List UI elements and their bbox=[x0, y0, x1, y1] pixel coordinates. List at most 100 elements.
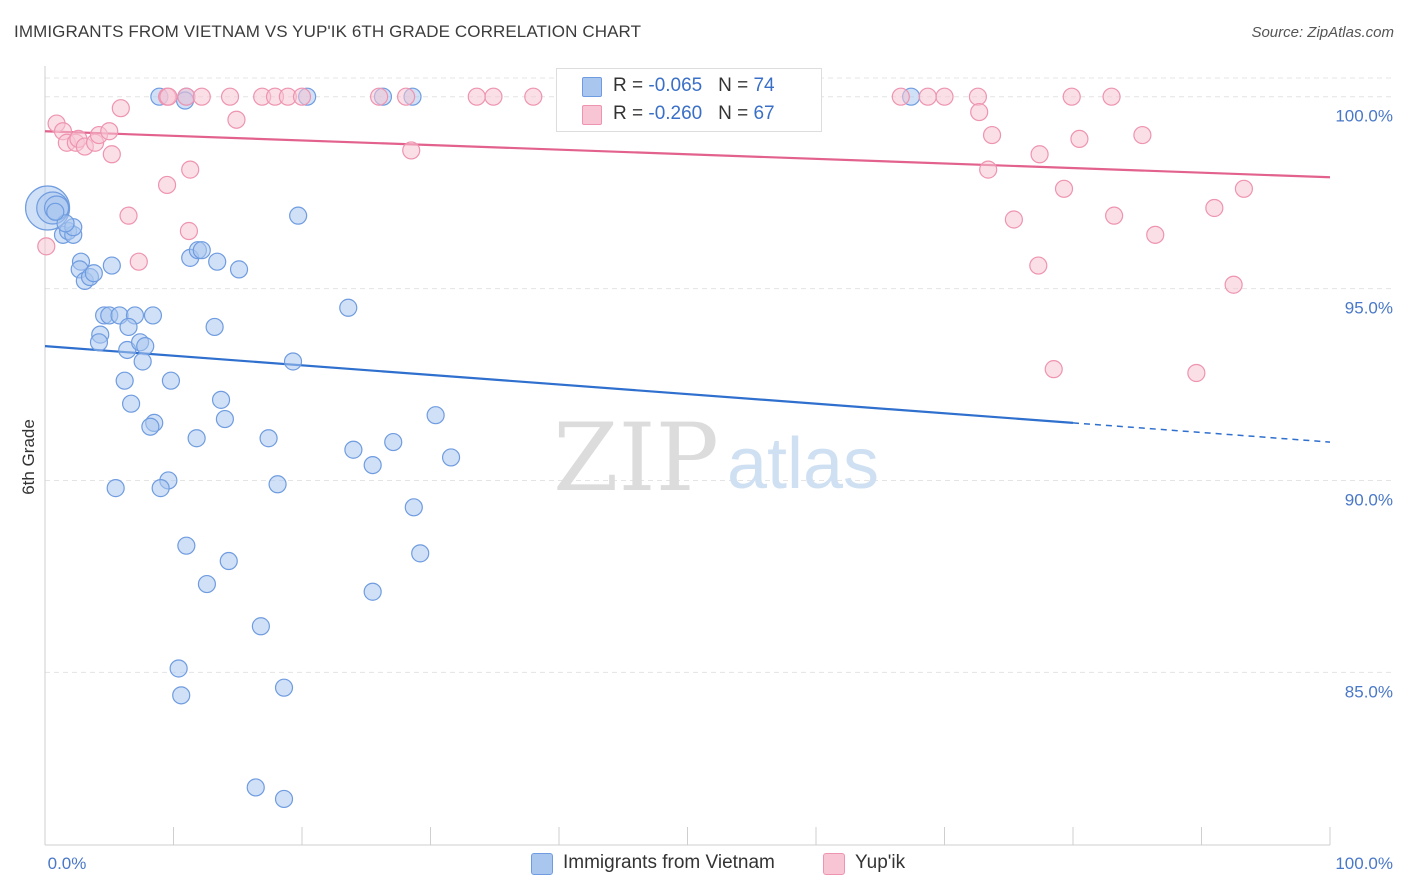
point-yupik bbox=[227, 110, 246, 129]
point-vietnam bbox=[169, 659, 188, 678]
legend-swatch-yupik bbox=[823, 853, 845, 875]
point-vietnam bbox=[289, 206, 308, 225]
point-yupik bbox=[1030, 145, 1049, 164]
point-vietnam bbox=[363, 582, 382, 601]
y-tick-labels: 85.0% 90.0% 95.0% 100.0% bbox=[1335, 107, 1393, 702]
point-yupik bbox=[970, 102, 989, 122]
y-tick-label: 85.0% bbox=[1345, 682, 1393, 701]
point-vietnam bbox=[339, 298, 358, 317]
point-yupik bbox=[1029, 256, 1048, 275]
point-vietnam bbox=[363, 455, 382, 475]
point-vietnam bbox=[251, 617, 270, 636]
point-vietnam bbox=[192, 241, 211, 260]
point-yupik bbox=[1062, 87, 1081, 106]
point-vietnam bbox=[119, 317, 138, 337]
point-vietnam bbox=[177, 536, 196, 555]
point-yupik bbox=[119, 206, 138, 225]
y-tick-label: 100.0% bbox=[1335, 107, 1393, 126]
x-tick-labels: 0.0% 100.0% bbox=[48, 854, 1393, 873]
legend-item-vietnam[interactable]: Immigrants from Vietnam bbox=[531, 850, 801, 876]
stats-swatch-yupik bbox=[582, 105, 602, 125]
point-yupik bbox=[1004, 210, 1023, 229]
point-yupik bbox=[129, 252, 148, 271]
point-vietnam bbox=[219, 551, 238, 571]
point-yupik bbox=[177, 87, 196, 106]
point-vietnam bbox=[441, 448, 461, 467]
point-yupik bbox=[1070, 129, 1089, 149]
point-vietnam bbox=[259, 429, 278, 448]
point-vietnam bbox=[141, 417, 160, 436]
watermark: ZIP atlas bbox=[553, 404, 879, 513]
point-yupik bbox=[1234, 179, 1254, 198]
legend-item-yupik[interactable]: Yup'ik bbox=[823, 850, 923, 876]
point-yupik bbox=[1105, 206, 1124, 225]
point-vietnam bbox=[268, 475, 287, 494]
point-vietnam bbox=[344, 440, 363, 459]
point-yupik bbox=[1187, 363, 1206, 383]
point-vietnam bbox=[133, 352, 152, 371]
legend-label-vietnam: Immigrants from Vietnam bbox=[563, 852, 775, 873]
point-vietnam bbox=[215, 409, 234, 429]
point-yupik bbox=[968, 87, 988, 106]
point-yupik bbox=[37, 237, 56, 256]
point-yupik bbox=[1205, 198, 1224, 218]
point-vietnam bbox=[208, 252, 227, 271]
point-vietnam bbox=[143, 306, 163, 325]
data-points bbox=[24, 87, 1254, 809]
point-yupik bbox=[179, 221, 199, 241]
chart-title: IMMIGRANTS FROM VIETNAM VS YUP'IK 6TH GR… bbox=[14, 22, 642, 41]
point-vietnam bbox=[229, 260, 249, 279]
point-vietnam bbox=[161, 371, 181, 390]
point-yupik bbox=[396, 87, 416, 106]
point-vietnam bbox=[84, 264, 103, 283]
y-tick-label: 95.0% bbox=[1345, 299, 1393, 318]
x-tick-label: 0.0% bbox=[48, 854, 87, 873]
x-tick-label: 100.0% bbox=[1335, 854, 1393, 873]
stats-box: R = -0.065 N = 74 R = -0.260 N = 67 bbox=[556, 68, 822, 132]
point-yupik bbox=[935, 87, 954, 106]
point-yupik bbox=[192, 87, 211, 106]
point-vietnam bbox=[136, 337, 155, 356]
point-yupik bbox=[1044, 360, 1063, 379]
point-vietnam bbox=[426, 406, 445, 425]
point-vietnam bbox=[211, 390, 231, 409]
trend-line-yupik bbox=[44, 130, 1331, 179]
point-yupik bbox=[1054, 179, 1074, 198]
watermark-zip: ZIP bbox=[553, 404, 719, 513]
source-label: Source: ZipAtlas.com bbox=[1251, 24, 1394, 41]
point-yupik bbox=[102, 145, 121, 164]
point-vietnam bbox=[106, 479, 125, 498]
legend-label-yupik: Yup'ik bbox=[855, 852, 906, 873]
point-yupik bbox=[467, 87, 486, 106]
n-label: N = bbox=[718, 103, 754, 124]
y-axis-label: 6th Grade bbox=[19, 419, 38, 495]
point-vietnam bbox=[89, 333, 109, 352]
point-yupik bbox=[111, 99, 130, 118]
point-yupik bbox=[1146, 225, 1165, 244]
stats-row-vietnam: R = -0.065 N = 74 bbox=[557, 72, 821, 100]
point-yupik bbox=[484, 87, 503, 106]
point-yupik bbox=[982, 125, 1002, 145]
point-vietnam bbox=[56, 214, 75, 233]
point-vietnam bbox=[115, 371, 134, 390]
stats-swatch-vietnam bbox=[582, 77, 602, 97]
point-vietnam bbox=[411, 544, 430, 563]
point-yupik bbox=[157, 175, 177, 195]
point-vietnam bbox=[172, 686, 191, 705]
point-yupik bbox=[100, 122, 119, 141]
point-vietnam bbox=[46, 202, 65, 221]
trend-line-vietnam bbox=[44, 345, 1074, 424]
legend-swatch-vietnam bbox=[531, 853, 553, 875]
y-tick-label: 90.0% bbox=[1345, 490, 1393, 509]
r-value: -0.260 bbox=[648, 103, 703, 124]
r-value: -0.065 bbox=[648, 75, 703, 96]
point-vietnam bbox=[102, 256, 121, 275]
r-label: R = bbox=[613, 75, 649, 96]
point-yupik bbox=[370, 87, 389, 106]
point-vietnam bbox=[404, 498, 423, 517]
point-yupik bbox=[159, 87, 178, 106]
point-vietnam bbox=[151, 479, 170, 498]
point-vietnam bbox=[197, 574, 217, 594]
point-vietnam bbox=[246, 778, 265, 797]
